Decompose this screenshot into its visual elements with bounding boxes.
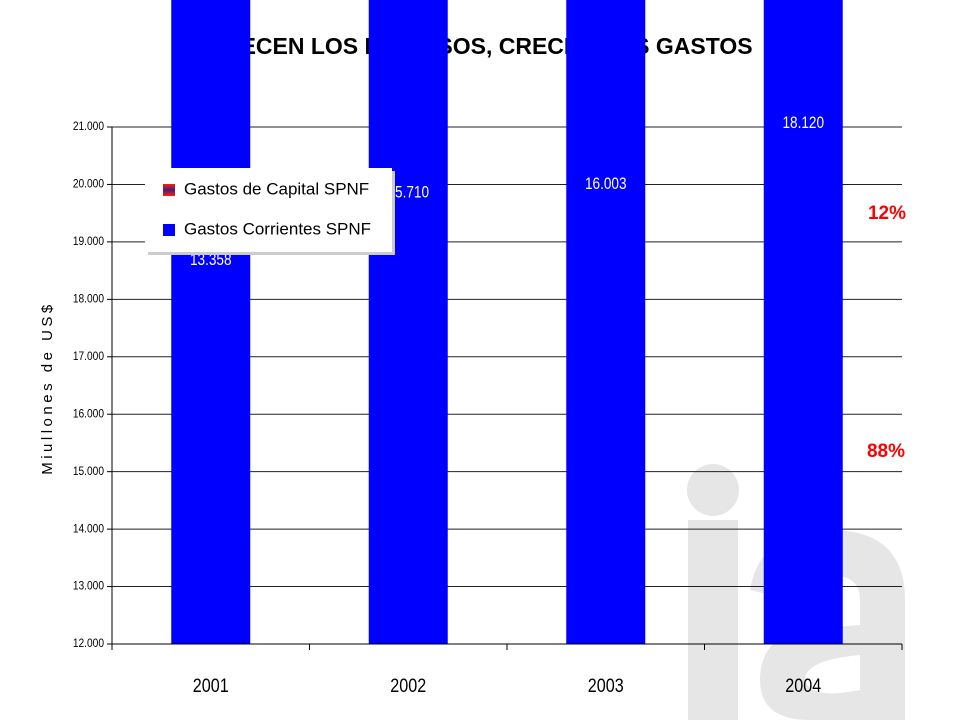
y-tick-label: 21.000	[73, 120, 104, 133]
value-label: 18.120	[782, 114, 824, 133]
value-label: 15.710	[387, 183, 429, 202]
value-label: 16.003	[585, 174, 627, 193]
y-tick-label: 15.000	[73, 465, 104, 478]
bar-segment	[171, 0, 251, 645]
y-tick-label: 18.000	[73, 293, 104, 306]
y-tick-label: 14.000	[73, 523, 104, 536]
y-tick-label: 20.000	[73, 178, 104, 191]
y-tick-label: 19.000	[73, 235, 104, 248]
x-tick-label: 2002	[390, 675, 426, 697]
x-tick-label: 2004	[785, 675, 821, 697]
legend: Gastos de Capital SPNF Gastos Corrientes …	[145, 168, 395, 255]
y-tick-label: 13.000	[73, 580, 104, 593]
legend-swatch	[163, 184, 175, 196]
bar-segment	[368, 0, 448, 644]
bar-segment	[566, 0, 646, 644]
x-tick-label: 2001	[193, 675, 229, 697]
legend-label: Gastos Corrientes SPNF	[184, 219, 371, 238]
value-label: 13.358	[190, 250, 232, 269]
y-tick-label: 17.000	[73, 350, 104, 363]
y-tick-label: 16.000	[73, 408, 104, 421]
annotation: 12%	[868, 203, 906, 224]
legend-label: Gastos de Capital SPNF	[184, 179, 369, 198]
y-axis-label: Miullones de US$	[39, 301, 56, 475]
annotation: 88%	[867, 441, 905, 462]
y-tick-label: 12.000	[73, 637, 104, 650]
x-tick-label: 2003	[588, 675, 624, 697]
chart-title: CRECEN LOS INGRESOS, CRECEN LOS GASTOS	[207, 33, 752, 59]
legend-box	[145, 168, 392, 252]
legend-swatch	[163, 224, 175, 236]
bar-segment	[763, 0, 843, 644]
